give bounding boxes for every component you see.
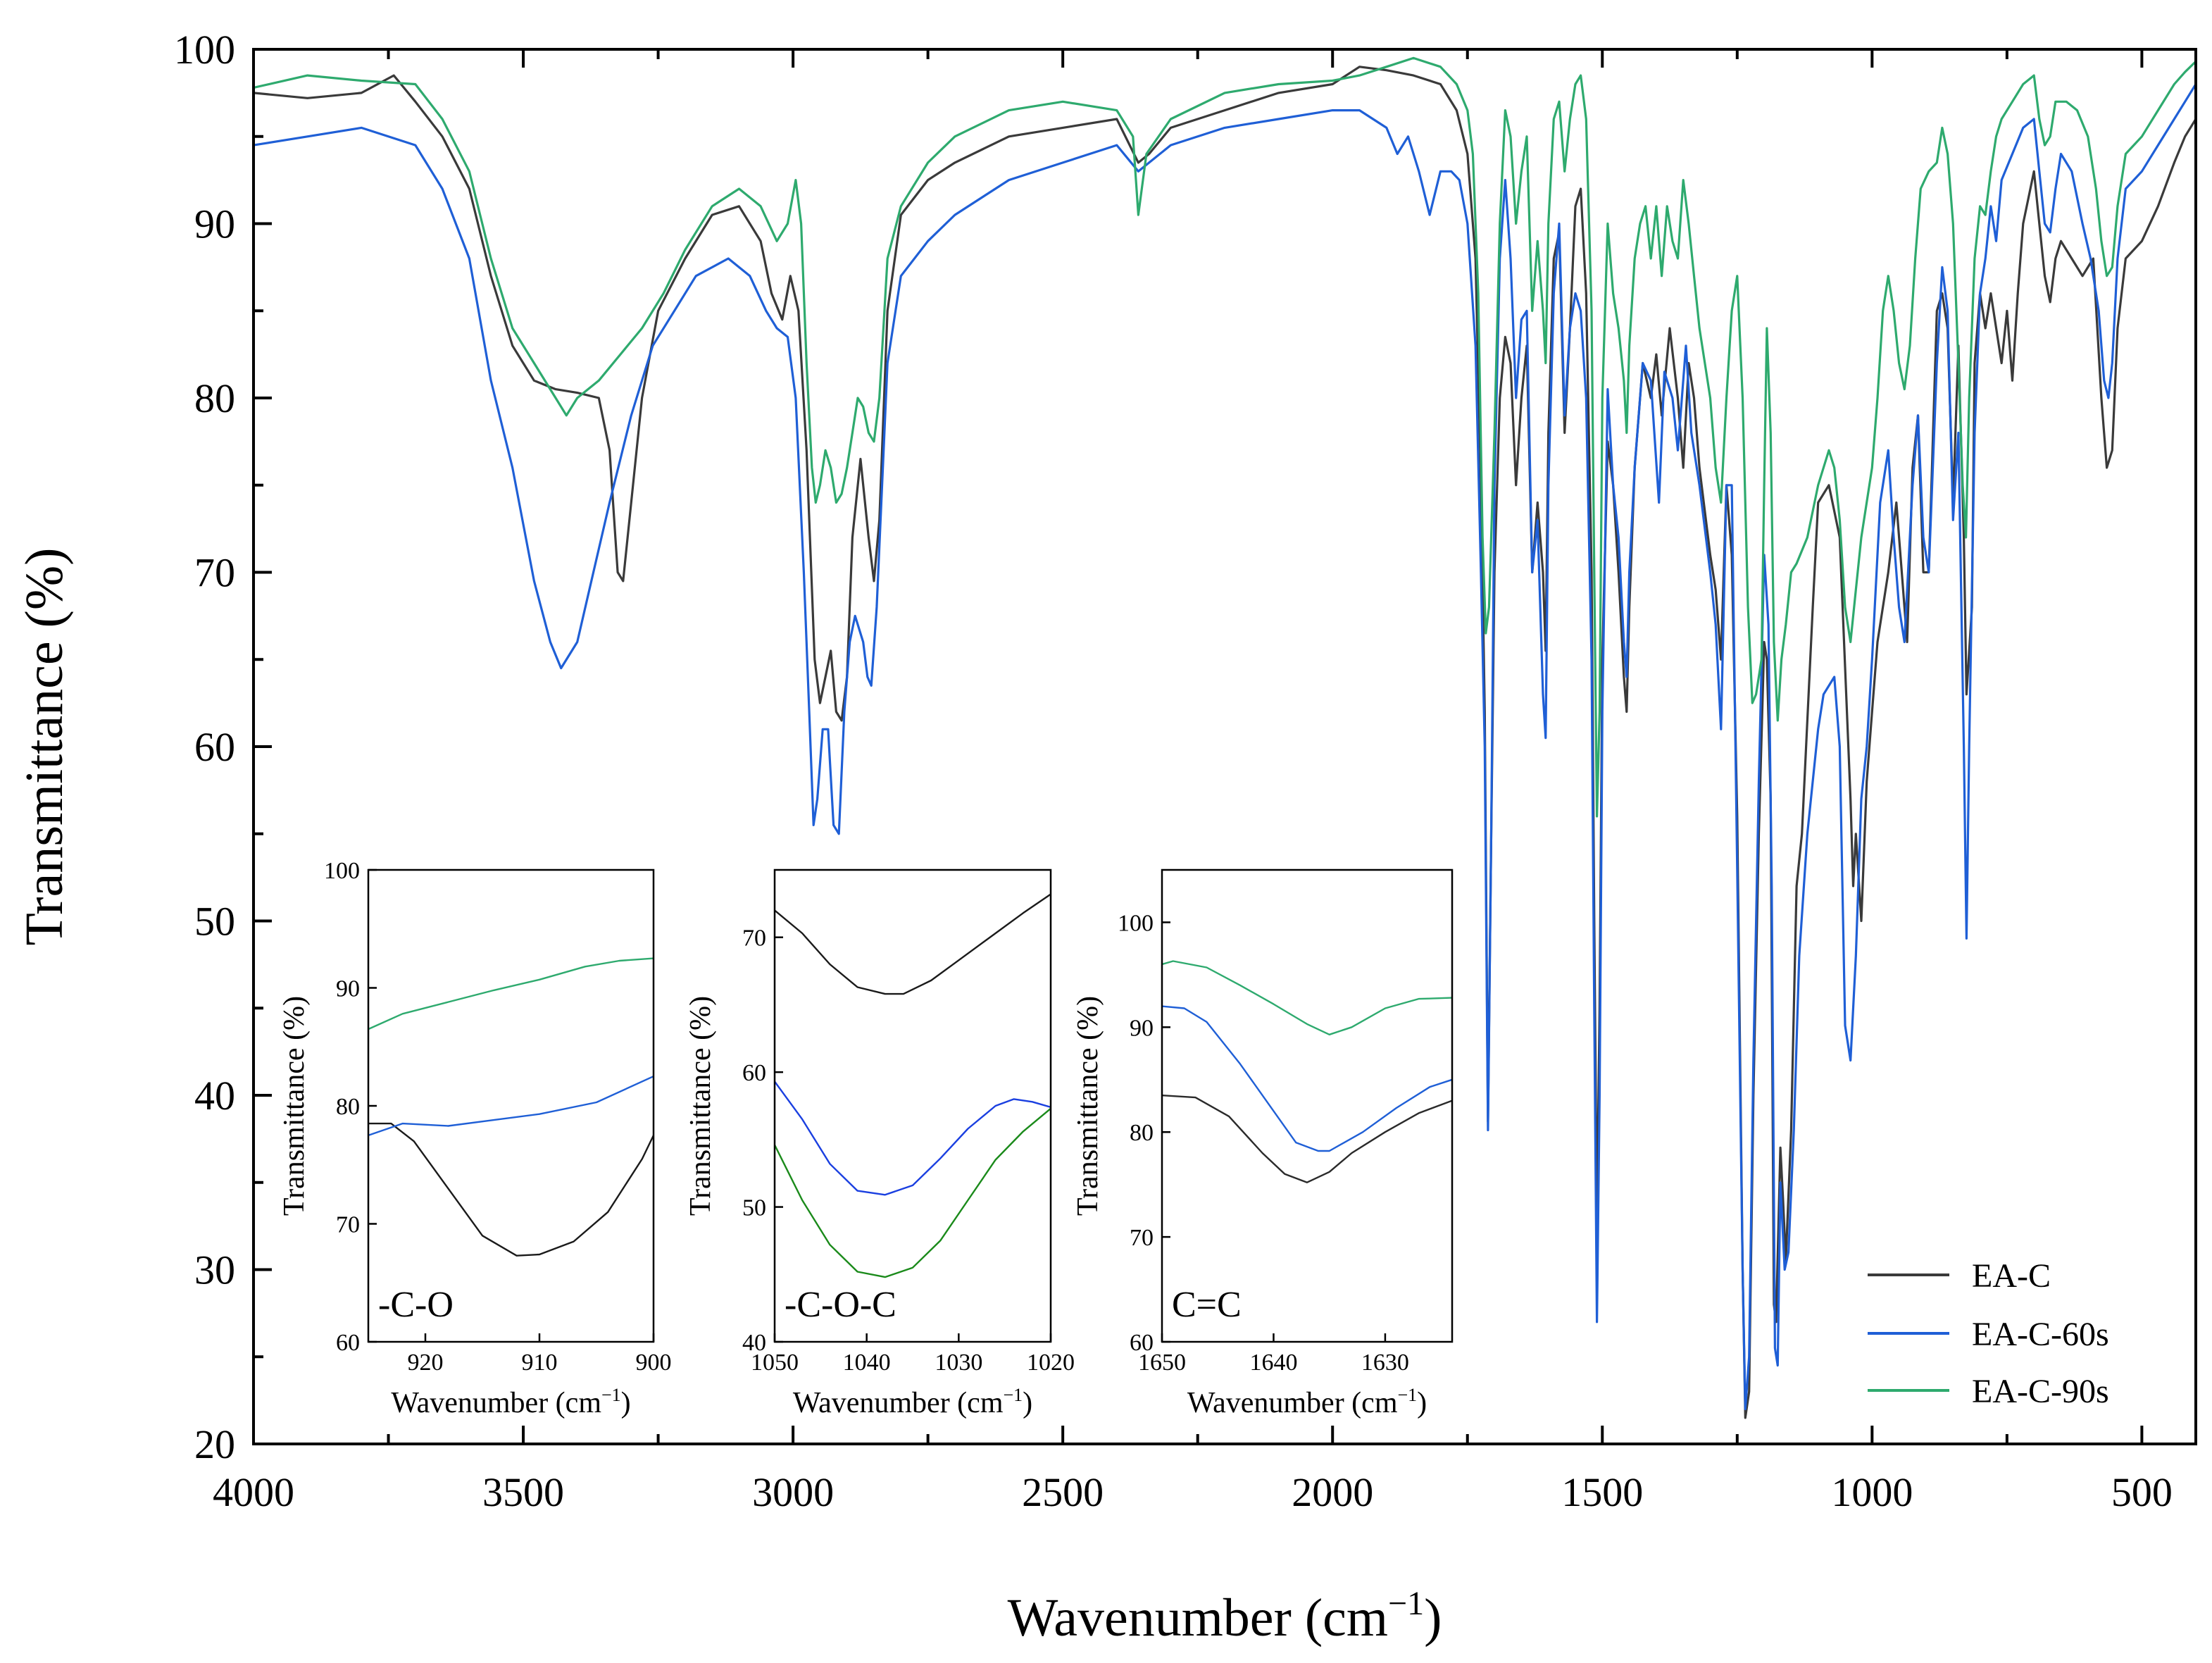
y-tick-label-60: 60: [194, 724, 235, 770]
inset-c-o-c-x-tick-label-1050: 1050: [751, 1350, 799, 1376]
series-line-ea-c: [254, 66, 2196, 1419]
legend-label-ea-c-60s: EA-C-60s: [1972, 1316, 2109, 1353]
inset-c-c-x-tick-label-1640: 1640: [1249, 1350, 1297, 1376]
inset-c-c-y-axis-title: Transmittance (%): [1072, 996, 1104, 1216]
inset-c-o-c-background: [775, 870, 1051, 1342]
x-tick-label-500: 500: [2111, 1469, 2173, 1515]
inset-c-o-line-ea-c: [368, 1122, 654, 1257]
inset-c-o-c: 1050 1040 1030 1020 40 50 60 70 Wavenumber (cm−1…: [685, 868, 1075, 1419]
y-tick-label-100: 100: [174, 27, 235, 73]
x-tick-label-3000: 3000: [752, 1469, 834, 1515]
inset-c-o-c-y-tick-label-60: 60: [742, 1060, 766, 1086]
inset-c-o-series: [368, 957, 654, 1257]
inset-c-o-c-line-ea-c-90s: [775, 1107, 1051, 1278]
inset-c-eq-c: 1650 1640 1630 60 70 80 90 100 Wavenumber (cm−1)…: [1072, 868, 1454, 1419]
inset-c-o-y-tick-label-100: 100: [324, 858, 360, 884]
inset-c-o-c-x-tick-label-1040: 1040: [843, 1350, 891, 1376]
x-tick-label-1500: 1500: [1561, 1469, 1643, 1515]
x-tick-label-4000: 4000: [213, 1469, 294, 1515]
y-tick-label-20: 20: [194, 1421, 235, 1467]
inset-c-o-c-line-ea-c: [775, 893, 1051, 995]
inset-c-c-line-ea-c-60s: [1162, 1005, 1452, 1152]
series-line-ea-c-60s: [254, 82, 2196, 1411]
main-series-group: [254, 56, 2196, 1419]
x-tick-label-2000: 2000: [1292, 1469, 1373, 1515]
inset-c-c-x-tick-label-1630: 1630: [1361, 1350, 1409, 1376]
x-tick-label-1000: 1000: [1831, 1469, 1913, 1515]
inset-c-c-series: [1162, 960, 1452, 1183]
inset-c-o-y-axis-title: Transmittance (%): [278, 996, 311, 1216]
inset-c-o-c-frame: [773, 868, 1052, 1343]
y-tick-label-30: 30: [194, 1247, 235, 1293]
inset-c-o-x-tick-label-900: 900: [636, 1350, 672, 1376]
inset-c-o-line-ea-c-60s: [368, 1076, 654, 1137]
inset-c-o-x-axis-title: Wavenumber (cm−1): [391, 1385, 630, 1419]
inset-c-c-tag: C=C: [1172, 1285, 1242, 1325]
inset-c-c-line-ea-c-90s: [1162, 960, 1452, 1036]
inset-c-o-c-x-axis-title: Wavenumber (cm−1): [793, 1385, 1032, 1419]
inset-c-o-c-y-axis-title: Transmittance (%): [685, 996, 717, 1216]
inset-c-c-x-tick-label-1650: 1650: [1138, 1350, 1186, 1376]
inset-c-o-background: [368, 870, 654, 1342]
inset-c-o-tag: -C-O: [378, 1285, 454, 1325]
inset-c-o-x-tick-label-910: 910: [522, 1350, 558, 1376]
y-tick-label-50: 50: [194, 899, 235, 945]
x-tick-label-3500: 3500: [482, 1469, 564, 1515]
inset-c-o-c-y-tick-label-40: 40: [742, 1330, 766, 1356]
y-tick-label-70: 70: [194, 550, 235, 596]
inset-c-c-y-tick-label-60: 60: [1130, 1330, 1154, 1356]
y-axis-title: Transmittance (%): [15, 548, 74, 946]
inset-c-c-y-tick-label-70: 70: [1130, 1225, 1154, 1251]
main-plot: 4000 3500 3000 2500 2000 1500 1000 500 20 30 40 50…: [15, 27, 2197, 1648]
inset-c-o-c-series: [775, 893, 1051, 1278]
inset-c-c-y-tick-label-100: 100: [1118, 910, 1154, 936]
inset-c-o-c-line-ea-c-60s: [775, 1080, 1051, 1196]
inset-c-c-background: [1162, 870, 1452, 1342]
main-y-ticks: 20 30 40 50 60 70 80 90 100: [174, 27, 272, 1467]
inset-c-c-y-tick-label-80: 80: [1130, 1120, 1154, 1146]
inset-c-c-frame: [1161, 868, 1454, 1343]
inset-c-c-x-axis-title: Wavenumber (cm−1): [1187, 1385, 1427, 1419]
inset-c-o-y-tick-label-70: 70: [336, 1212, 360, 1238]
inset-c-o-c-y-tick-label-70: 70: [742, 926, 766, 952]
inset-c-o-y-tick-label-90: 90: [336, 976, 360, 1002]
inset-c-o-y-tick-label-60: 60: [336, 1330, 360, 1356]
legend-label-ea-c-90s: EA-C-90s: [1972, 1373, 2109, 1410]
series-line-ea-c-90s: [254, 56, 2196, 818]
y-tick-label-80: 80: [194, 375, 235, 421]
inset-c-o: 920 910 900 60 70 80 90 100 Wavenumber (cm−1) Tra…: [278, 858, 672, 1419]
legend-label-ea-c: EA-C: [1972, 1257, 2051, 1295]
inset-c-o-line-ea-c-90s: [368, 957, 654, 1030]
inset-c-o-c-y-tick-label-50: 50: [742, 1195, 766, 1221]
inset-c-o-c-tag: -C-O-C: [785, 1285, 896, 1325]
inset-c-c-y-tick-label-90: 90: [1130, 1015, 1154, 1041]
inset-c-c-line-ea-c: [1162, 1094, 1452, 1183]
main-x-ticks: 4000 3500 3000 2500 2000 1500 1000 500: [213, 49, 2173, 1515]
inset-c-o-c-x-tick-label-1030: 1030: [935, 1350, 982, 1376]
x-axis-title: Wavenumber (cm−1): [1008, 1585, 1442, 1648]
inset-c-o-c-x-tick-label-1020: 1020: [1027, 1350, 1075, 1376]
y-tick-label-90: 90: [194, 201, 235, 247]
inset-c-o-x-tick-label-920: 920: [408, 1350, 444, 1376]
y-tick-label-40: 40: [194, 1073, 235, 1119]
inset-c-o-y-tick-label-80: 80: [336, 1094, 360, 1120]
legend: EA-C EA-C-60s EA-C-90s: [1868, 1257, 2109, 1410]
x-tick-label-2500: 2500: [1022, 1469, 1104, 1515]
